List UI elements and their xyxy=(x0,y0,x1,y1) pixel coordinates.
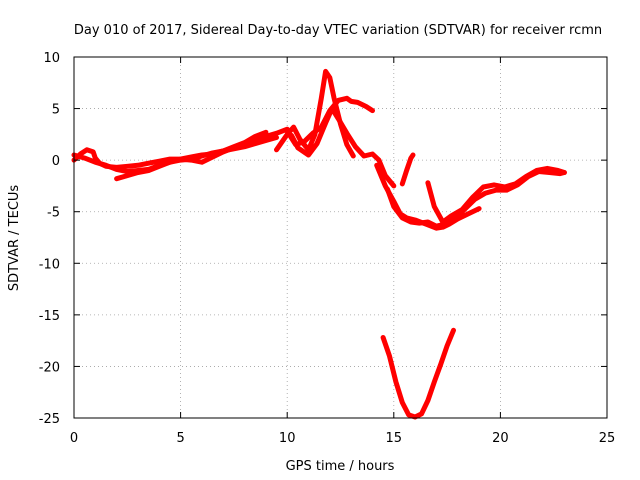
x-axis-ticks: 0 5 10 15 20 25 xyxy=(70,57,615,446)
y-tick-label: 10 xyxy=(43,51,60,66)
y-tick-label: -15 xyxy=(39,309,60,324)
y-axis-ticks: 10 5 0 -5 -10 -15 -20 -25 xyxy=(39,51,607,427)
plot-frame xyxy=(73,56,608,419)
x-axis-label: GPS time / hours xyxy=(286,459,395,474)
series-line-arc-9 xyxy=(399,152,416,187)
series-line-arc-11 xyxy=(380,327,456,420)
y-tick-label: -25 xyxy=(39,412,60,427)
y-tick-label: 5 xyxy=(52,103,60,118)
series-line-arc-3 xyxy=(114,129,269,182)
series-line-arc-6 xyxy=(289,106,397,189)
x-tick-label: 0 xyxy=(70,431,78,446)
y-tick-label: -10 xyxy=(39,257,60,272)
series-line-arc-10 xyxy=(425,165,567,225)
y-axis-label: SDTVAR / TECUs xyxy=(7,185,22,292)
x-tick-label: 5 xyxy=(176,431,184,446)
x-tick-label: 15 xyxy=(386,431,403,446)
x-tick-label: 25 xyxy=(599,431,616,446)
chart-title: Day 010 of 2017, Sidereal Day-to-day VTE… xyxy=(74,23,602,38)
x-tick-label: 10 xyxy=(279,431,296,446)
data-series xyxy=(71,68,567,420)
y-tick-label: -20 xyxy=(39,360,60,375)
y-tick-label: 0 xyxy=(52,154,60,169)
x-tick-label: 20 xyxy=(492,431,509,446)
y-tick-label: -5 xyxy=(47,206,60,221)
series-line-arc-5 xyxy=(284,95,375,148)
grid-lines xyxy=(74,57,607,418)
